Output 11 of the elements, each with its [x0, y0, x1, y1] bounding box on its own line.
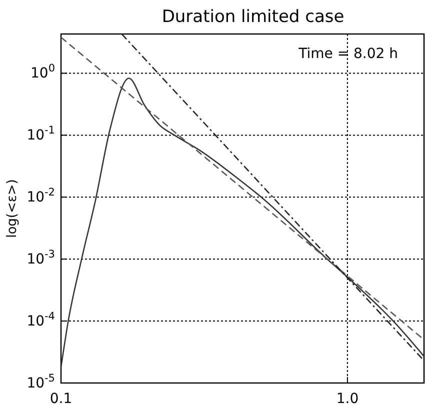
y-tick-label: 10$^{-1}$	[26, 124, 55, 144]
chart-title: Duration limited case	[162, 7, 344, 27]
x-tick-label: 0.1	[50, 390, 72, 407]
x-tick-label: 1.0	[336, 390, 359, 407]
y-axis-title: log(<ε>)	[5, 179, 20, 238]
annotation: Time = 8.02 h	[298, 46, 398, 62]
y-tick-label: 10$^{-4}$	[26, 310, 56, 330]
y-tick-label: 10$^{-2}$	[26, 186, 55, 206]
y-tick-label: 10$^{-3}$	[26, 248, 55, 268]
y-tick-label: 10$^{0}$	[30, 62, 55, 82]
y-tick-label: 10$^{-5}$	[26, 372, 55, 392]
